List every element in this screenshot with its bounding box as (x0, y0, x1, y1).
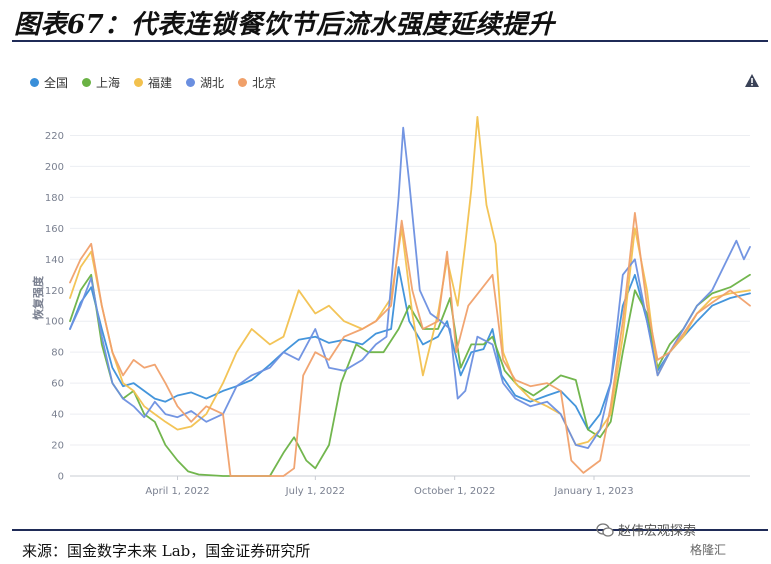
legend-dot-fujian (134, 78, 144, 87)
y-axis-label: 恢复强度 (31, 275, 45, 320)
chart-title: 图表67：代表连锁餐饮节后流水强度延续提升 (14, 10, 555, 40)
wechat-icon (596, 522, 614, 537)
x-tick-label: April 1, 2022 (145, 486, 209, 497)
legend-dot-hubei (186, 78, 196, 87)
legend-item-hubei[interactable]: 湖北 (186, 74, 224, 91)
legend-dot-shanghai (82, 78, 92, 87)
legend-item-beijing[interactable]: 北京 (238, 74, 276, 91)
y-tick-label: 200 (45, 162, 64, 173)
x-tick-label: January 1, 2023 (553, 486, 633, 497)
y-tick-label: 0 (58, 472, 64, 483)
watermark-brand: 格隆汇 (690, 543, 727, 557)
legend-label: 全国 (44, 76, 69, 90)
y-tick-label: 20 (51, 441, 64, 452)
warning-icon[interactable] (744, 73, 760, 89)
watermark: 赵伟宏观探索 格隆汇 (596, 520, 726, 558)
watermark-text: 赵伟宏观探索 (618, 524, 697, 539)
series-line-1 (69, 273, 751, 477)
legend-label: 上海 (96, 76, 121, 90)
legend-dot-national (30, 78, 39, 87)
y-tick-label: 40 (51, 410, 64, 421)
x-tick-label: October 1, 2022 (414, 486, 495, 497)
y-tick-label: 120 (45, 286, 64, 297)
y-tick-label: 180 (45, 193, 64, 204)
legend-dot-beijing (238, 78, 248, 87)
series-line-3 (69, 126, 751, 449)
series-line-2 (69, 116, 751, 446)
y-tick-label: 160 (45, 224, 64, 235)
y-tick-label: 80 (51, 348, 64, 359)
source-note: 来源：国金数字未来 Lab，国金证券研究所 (22, 542, 311, 560)
y-tick-label: 60 (51, 379, 64, 390)
chart-legend: 全国 上海 福建 湖北 北京 (30, 74, 276, 91)
legend-item-national[interactable]: 全国 (30, 74, 68, 91)
legend-item-fujian[interactable]: 福建 (134, 74, 172, 91)
legend-label: 湖北 (200, 76, 225, 90)
x-tick-label: July 1, 2022 (285, 486, 345, 497)
y-tick-label: 220 (45, 131, 64, 142)
top-divider (12, 40, 768, 42)
legend-label: 北京 (252, 76, 277, 90)
legend-item-shanghai[interactable]: 上海 (82, 74, 120, 91)
y-tick-label: 140 (45, 255, 64, 266)
y-tick-label: 100 (45, 317, 64, 328)
legend-label: 福建 (148, 76, 173, 90)
series-line-4 (69, 212, 751, 477)
bottom-divider (12, 529, 768, 531)
